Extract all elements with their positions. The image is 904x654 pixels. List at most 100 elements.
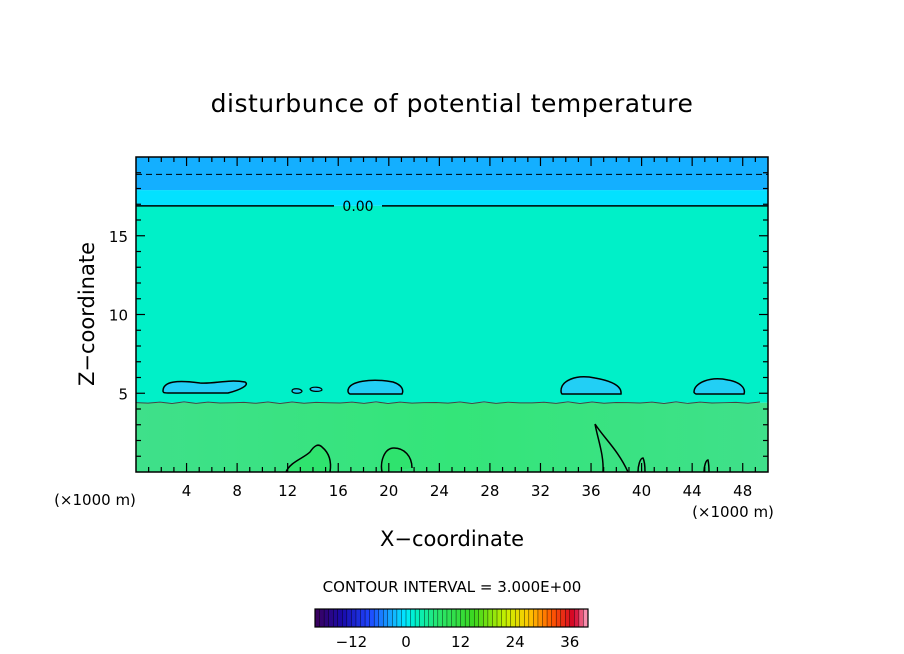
colorbar-bin <box>319 608 325 628</box>
colorbar-bin <box>569 608 575 628</box>
colorbar-bin <box>383 608 389 628</box>
colorbar-bin <box>446 608 453 628</box>
colorbar-bin <box>419 608 425 628</box>
colorbar-bin <box>369 608 375 628</box>
x-tick-label: 4 <box>182 482 192 500</box>
colorbar-bin <box>524 608 530 628</box>
x-tick-label: 48 <box>733 482 752 500</box>
field-layer <box>136 157 768 191</box>
colorbar-bin <box>328 608 334 628</box>
colorbar: −12 0 12 24 36 <box>314 608 589 651</box>
colorbar-bin <box>355 608 362 628</box>
field-layer <box>136 190 768 206</box>
x-tick-label: 28 <box>480 482 499 500</box>
colorbar-tick-label: 24 <box>506 633 525 651</box>
colorbar-bin <box>546 608 553 628</box>
colorbar-bin <box>373 608 380 628</box>
colorbar-bin <box>414 608 421 628</box>
colorbar-tick-label: 12 <box>451 633 470 651</box>
colorbar-bin <box>437 608 443 628</box>
colorbar-bin <box>337 608 343 628</box>
color-field <box>136 157 768 472</box>
colorbar-bin <box>505 608 512 628</box>
colorbar-bin <box>351 608 357 628</box>
colorbar-bin <box>433 608 439 628</box>
contour-surface <box>594 423 629 473</box>
colorbar-bin <box>542 608 548 628</box>
contour-blob <box>693 378 746 395</box>
contour-blob <box>347 379 404 395</box>
colorbar-bin <box>483 608 489 628</box>
field-layer <box>136 205 768 403</box>
colorbar-bin <box>392 608 398 628</box>
x-tick-label: 44 <box>683 482 702 500</box>
colorbar-bin <box>342 608 348 628</box>
colorbar-bin <box>555 608 562 628</box>
colorbar-bin <box>510 608 516 628</box>
colorbar-bin <box>528 608 534 628</box>
colorbar-bin <box>469 608 475 628</box>
colorbar-tick-label: 36 <box>560 633 579 651</box>
colorbar-bin <box>574 608 580 628</box>
colorbar-bin <box>515 608 521 628</box>
colorbar-bin <box>551 608 557 628</box>
contour-interval-text: CONTOUR INTERVAL = 3.000E+00 <box>323 578 582 596</box>
x-tick-label: 32 <box>531 482 550 500</box>
x-unit-left: (×1000 m) <box>54 491 136 509</box>
contour-blob <box>560 376 622 395</box>
colorbar-bin <box>323 608 330 628</box>
layer-boundary-line <box>135 401 761 405</box>
colorbar-tick-label: 0 <box>401 633 411 651</box>
colorbar-bin <box>537 608 544 628</box>
colorbar-bin <box>565 608 571 628</box>
x-tick-label: 24 <box>430 482 449 500</box>
colorbar-bin <box>501 608 507 628</box>
contour-blob <box>309 386 323 392</box>
y-axis-label: Z−coordinate <box>75 242 99 386</box>
contour-blob <box>162 380 247 394</box>
x-tick-label: 12 <box>278 482 297 500</box>
colorbar-bin <box>496 608 503 628</box>
colorbar-bin <box>396 608 402 628</box>
colorbar-bin <box>474 608 480 628</box>
x-tick-label: 8 <box>232 482 242 500</box>
colorbar-bin <box>451 608 457 628</box>
x-tick-label: 16 <box>329 482 348 500</box>
colorbar-bin <box>428 608 434 628</box>
colorbar-bin <box>387 608 393 628</box>
colorbar-bin <box>360 608 366 628</box>
chart-title: disturbunce of potential temperature <box>211 89 694 118</box>
contour-surface <box>285 444 332 473</box>
y-tick-label: 5 <box>118 385 128 403</box>
contour-lines: 0.00 <box>135 173 768 473</box>
contour-surface <box>703 459 710 473</box>
colorbar-bin <box>378 608 384 628</box>
colorbar-bin <box>364 608 371 628</box>
colorbar-bin <box>478 608 484 628</box>
colorbar-bin <box>492 608 498 628</box>
colorbar-tick-label: −12 <box>336 633 368 651</box>
field-layer <box>136 402 768 472</box>
colorbar-bin <box>401 608 407 628</box>
colorbar-bin <box>424 608 430 628</box>
colorbar-bin <box>460 608 466 628</box>
contour-surface <box>637 457 646 473</box>
colorbar-bin <box>405 608 412 628</box>
y-tick-label: 10 <box>109 307 128 325</box>
y-tick-label: 15 <box>109 228 128 246</box>
colorbar-bin <box>314 608 321 628</box>
colorbar-bin <box>455 608 462 628</box>
x-tick-label: 20 <box>379 482 398 500</box>
colorbar-bin <box>519 608 525 628</box>
contour-blob <box>291 388 303 394</box>
colorbar-bin <box>410 608 416 628</box>
colorbar-bin <box>533 608 539 628</box>
x-tick-label: 40 <box>632 482 651 500</box>
colorbar-bin <box>442 608 448 628</box>
x-unit-right: (×1000 m) <box>692 503 774 521</box>
colorbar-bin <box>333 608 339 628</box>
colorbar-bin <box>487 608 493 628</box>
x-tick-label: 36 <box>581 482 600 500</box>
